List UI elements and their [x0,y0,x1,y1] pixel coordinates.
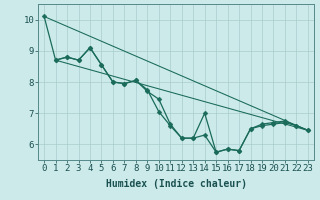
X-axis label: Humidex (Indice chaleur): Humidex (Indice chaleur) [106,179,246,189]
